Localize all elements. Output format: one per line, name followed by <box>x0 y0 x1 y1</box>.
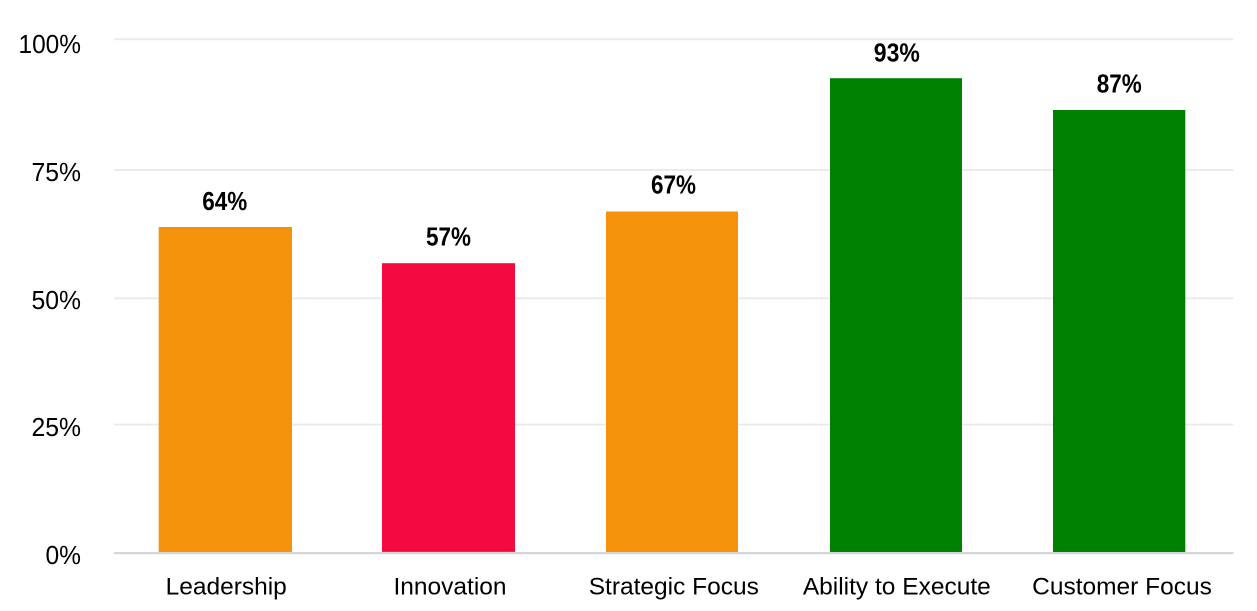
svg-text:Customer Focus: Customer Focus <box>1032 573 1212 600</box>
svg-text:Innovation: Innovation <box>393 573 506 600</box>
svg-text:67%: 67% <box>651 172 696 200</box>
svg-text:100%: 100% <box>19 31 82 59</box>
svg-text:Strategic Focus: Strategic Focus <box>589 573 759 600</box>
svg-text:0%: 0% <box>46 542 82 570</box>
svg-text:50%: 50% <box>32 287 82 315</box>
svg-text:25%: 25% <box>32 414 82 442</box>
svg-text:Ability to Execute: Ability to Execute <box>803 573 991 600</box>
svg-text:57%: 57% <box>426 224 471 252</box>
svg-text:87%: 87% <box>1097 71 1142 99</box>
svg-text:Leadership: Leadership <box>166 573 287 600</box>
svg-text:64%: 64% <box>202 188 247 216</box>
svg-text:93%: 93% <box>874 39 920 67</box>
svg-text:75%: 75% <box>32 159 82 187</box>
